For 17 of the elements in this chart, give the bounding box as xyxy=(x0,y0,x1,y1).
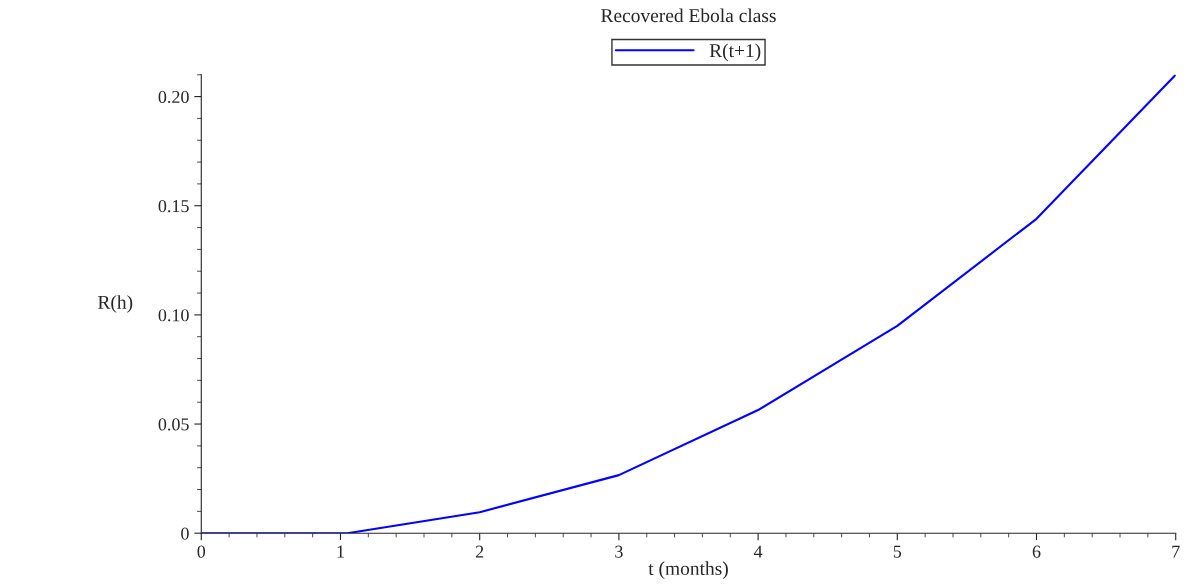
x-tick-label: 2 xyxy=(475,545,484,558)
y-tick-label: 0.20 xyxy=(158,90,189,104)
legend-label: R(t+1) xyxy=(709,43,761,62)
y-tick-label: 0 xyxy=(181,527,189,540)
x-tick-label: 5 xyxy=(893,545,902,558)
x-tick-label: 3 xyxy=(615,545,623,558)
x-tick-label: 7 xyxy=(1172,545,1180,558)
y-tick-label: 0.10 xyxy=(158,309,189,322)
y-tick-label: 0.05 xyxy=(158,418,189,431)
x-tick-label: 4 xyxy=(753,545,763,558)
x-axis-title: t (months) xyxy=(648,561,728,580)
x-tick-label: 0 xyxy=(197,545,206,558)
y-tick-label: 0.15 xyxy=(158,199,189,213)
y-axis-title: R(h) xyxy=(97,295,133,313)
x-tick-label: 6 xyxy=(1032,545,1041,558)
x-tick-label: 1 xyxy=(337,545,344,558)
chart-title: Recovered Ebola class xyxy=(601,8,776,23)
